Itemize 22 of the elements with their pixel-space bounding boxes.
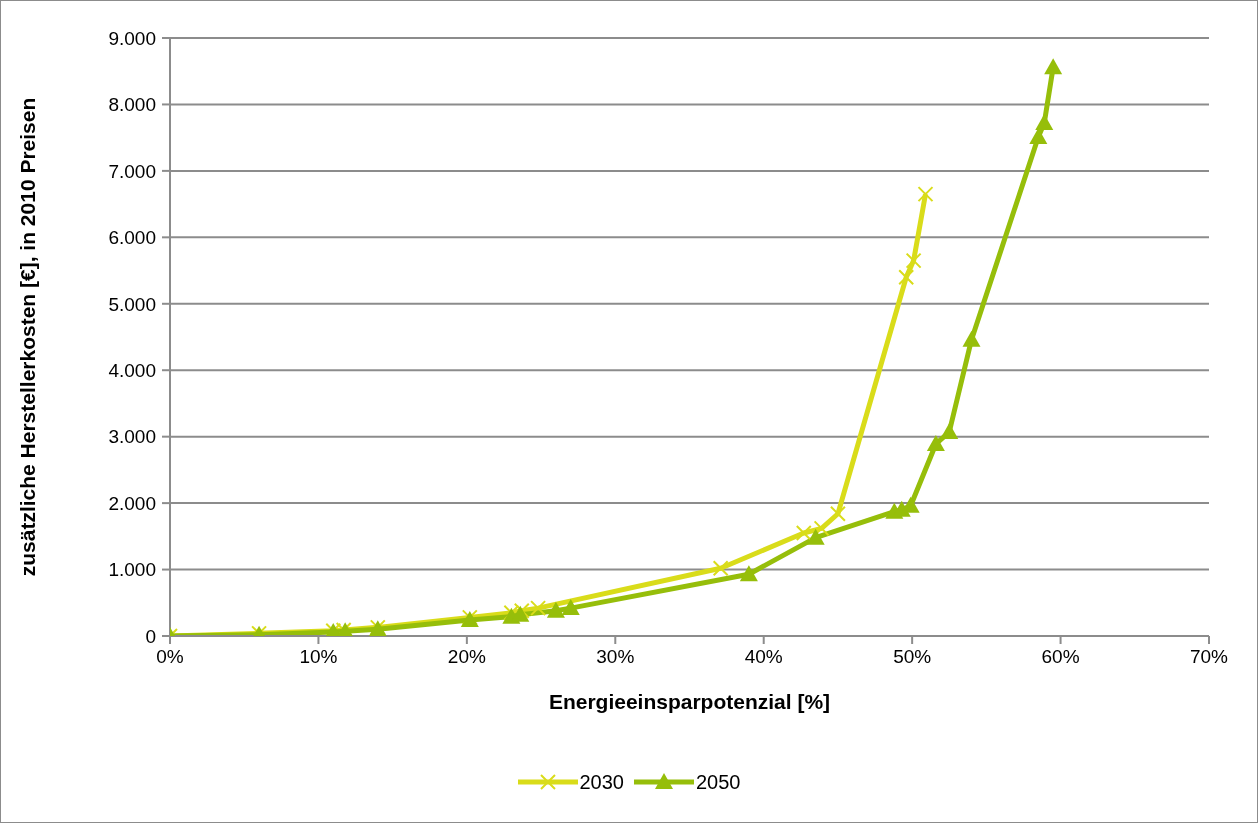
x-tick-label: 20% [447, 646, 486, 668]
y-tick-label: 0 [145, 625, 156, 647]
y-tick-label: 6.000 [108, 227, 156, 249]
y-tick-label: 3.000 [108, 426, 156, 448]
x-tick-label: 50% [893, 646, 932, 668]
x-tick-label: 60% [1041, 646, 1080, 668]
x-tick-label: 10% [299, 646, 338, 668]
x-tick-label: 30% [596, 646, 635, 668]
y-tick-label: 8.000 [108, 94, 156, 116]
x-tick-label: 70% [1189, 646, 1229, 668]
y-tick-label: 2.000 [108, 492, 156, 514]
y-tick-label: 4.000 [108, 359, 156, 381]
y-axis-title: zusätzliche Herstellerkosten [€], in 2010 Preisen [16, 97, 40, 577]
y-tick-label: 9.000 [108, 27, 156, 49]
y-tick-label: 7.000 [108, 160, 156, 182]
y-tick-label: 5.000 [108, 293, 156, 315]
y-tick-label: 1.000 [108, 559, 156, 581]
x-tick-label: 40% [744, 646, 783, 668]
legend-label: 2030 [579, 770, 624, 794]
legend-label: 2050 [696, 770, 741, 794]
x-axis-title: Energieeinsparpotenzial [%] [548, 689, 831, 713]
x-tick-label: 0% [156, 646, 184, 668]
